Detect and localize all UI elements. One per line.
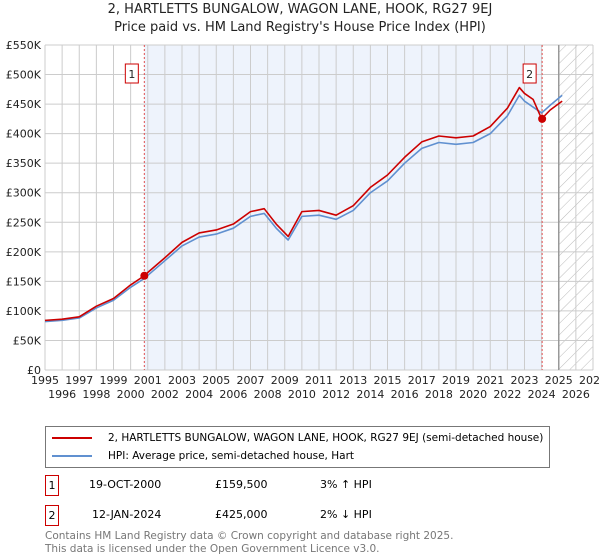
transaction-date: 12-JAN-2024 xyxy=(92,508,162,521)
footer-copyright: Contains HM Land Registry data © Crown c… xyxy=(45,530,454,542)
legend: 2, HARTLETTS BUNGALOW, WAGON LANE, HOOK,… xyxy=(45,426,550,468)
x-tick-label: 2025 xyxy=(545,374,573,387)
transaction-date: 19-OCT-2000 xyxy=(89,478,162,491)
sale-marker-label: 2 xyxy=(526,68,533,81)
transaction-marker: 1 xyxy=(45,475,59,496)
x-tick-label: 1997 xyxy=(65,374,93,387)
x-tick-label: 2001 xyxy=(134,374,162,387)
x-tick-label: 1995 xyxy=(31,374,59,387)
legend-swatch-hpi xyxy=(52,455,92,457)
legend-item-hpi: HPI: Average price, semi-detached house,… xyxy=(52,448,354,464)
x-tick-label: 2012 xyxy=(322,388,350,401)
legend-label-hpi: HPI: Average price, semi-detached house,… xyxy=(108,450,354,462)
x-tick-label: 2004 xyxy=(185,388,213,401)
x-tick-label: 2006 xyxy=(219,388,247,401)
x-tick-label: 2000 xyxy=(117,388,145,401)
footer: Contains HM Land Registry data © Crown c… xyxy=(45,530,453,556)
x-tick-label: 2019 xyxy=(442,374,470,387)
hpi-line xyxy=(44,94,563,323)
x-tick-label: 2014 xyxy=(356,388,384,401)
legend-label-property: 2, HARTLETTS BUNGALOW, WAGON LANE, HOOK,… xyxy=(108,432,544,444)
sale-period-shade xyxy=(144,45,543,370)
x-tick-label: 2027 xyxy=(579,374,600,387)
sale-marker-label: 1 xyxy=(128,68,135,81)
legend-swatch-property xyxy=(52,437,92,439)
x-tick-label: 2018 xyxy=(425,388,453,401)
y-tick-label: £400K xyxy=(6,128,42,141)
x-tick-label: 2026 xyxy=(562,388,590,401)
x-tick-label: 2013 xyxy=(339,374,367,387)
x-tick-label: 2002 xyxy=(151,388,179,401)
sale-marker-box xyxy=(522,63,537,84)
y-tick-label: £300K xyxy=(6,187,42,200)
x-tick-label: 2016 xyxy=(391,388,419,401)
x-tick-label: 2005 xyxy=(202,374,230,387)
x-tick-label: 2017 xyxy=(408,374,436,387)
x-tick-label: 1999 xyxy=(100,374,128,387)
x-tick-label: 1996 xyxy=(48,388,76,401)
sale-point xyxy=(538,114,547,123)
x-tick-label: 2024 xyxy=(528,388,556,401)
y-tick-label: £100K xyxy=(6,305,42,318)
chart-title: 2, HARTLETTS BUNGALOW, WAGON LANE, HOOK,… xyxy=(107,2,493,17)
x-tick-label: 2007 xyxy=(237,374,265,387)
y-tick-label: £50K xyxy=(13,334,42,347)
x-tick-label: 2003 xyxy=(168,374,196,387)
transaction-price: £425,000 xyxy=(215,508,268,521)
x-tick-label: 2020 xyxy=(459,388,487,401)
x-tick-label: 2009 xyxy=(271,374,299,387)
chart-subtitle: Price paid vs. HM Land Registry's House … xyxy=(114,20,486,35)
y-tick-label: £250K xyxy=(6,216,42,229)
y-tick-label: £500K xyxy=(6,69,42,82)
sale-marker-box xyxy=(124,63,139,84)
y-tick-label: £350K xyxy=(6,157,42,170)
transaction-hpi-diff: 3% ↑ HPI xyxy=(320,478,372,491)
price-chart: 1995199619971998199920002001200220032004… xyxy=(6,39,600,401)
x-tick-label: 2021 xyxy=(476,374,504,387)
x-tick-label: 2023 xyxy=(511,374,539,387)
transaction-marker: 2 xyxy=(45,505,59,526)
transaction-row: 2 12-JAN-2024 £425,000 2% ↓ HPI xyxy=(45,505,585,526)
y-tick-label: £550K xyxy=(6,39,42,52)
y-tick-label: £0 xyxy=(27,364,41,377)
transaction-hpi-diff: 2% ↓ HPI xyxy=(320,508,372,521)
y-tick-label: £450K xyxy=(6,98,42,111)
transaction-price: £159,500 xyxy=(215,478,268,491)
y-tick-label: £150K xyxy=(6,275,42,288)
x-tick-label: 2011 xyxy=(305,374,333,387)
x-tick-label: 2010 xyxy=(288,388,316,401)
x-tick-label: 2008 xyxy=(254,388,282,401)
sale-point xyxy=(140,271,149,280)
x-tick-label: 2022 xyxy=(493,388,521,401)
x-tick-label: 2015 xyxy=(374,374,402,387)
footer-licence: This data is licensed under the Open Gov… xyxy=(45,543,380,555)
legend-item-property: 2, HARTLETTS BUNGALOW, WAGON LANE, HOOK,… xyxy=(52,430,543,446)
transaction-row: 1 19-OCT-2000 £159,500 3% ↑ HPI xyxy=(45,475,585,496)
x-tick-label: 1998 xyxy=(82,388,110,401)
y-tick-label: £200K xyxy=(6,246,42,259)
